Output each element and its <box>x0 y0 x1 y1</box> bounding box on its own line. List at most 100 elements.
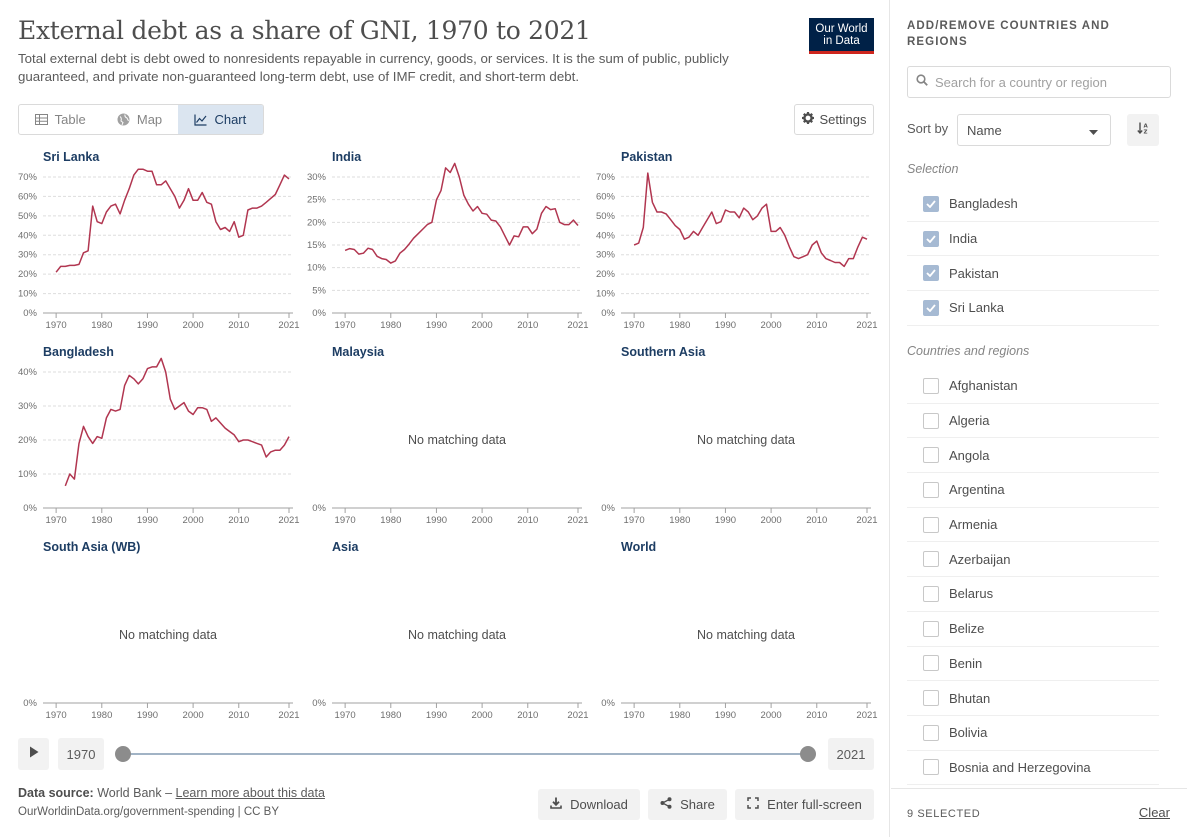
data-source: Data source: World Bank – Learn more abo… <box>18 786 325 800</box>
checkbox[interactable] <box>923 412 939 429</box>
entity-item[interactable]: Azerbaijan <box>907 542 1159 578</box>
clear-button[interactable]: Clear <box>1138 805 1170 820</box>
tab-map[interactable]: Map <box>101 105 177 134</box>
timeline-track[interactable] <box>123 753 808 755</box>
checkbox-checked[interactable] <box>923 299 939 316</box>
logo-line-1: Our World <box>815 23 868 35</box>
download-button[interactable]: Download <box>538 789 640 820</box>
entity-label: Bangladesh <box>949 196 1018 212</box>
y-tick-label: 0% <box>601 698 615 709</box>
y-tick-label: 0% <box>312 698 326 709</box>
settings-label: Settings <box>819 112 867 127</box>
source-url: OurWorldinData.org/government-spending |… <box>18 806 280 818</box>
y-tick-label: 10% <box>18 289 38 300</box>
panel-title: Bangladesh <box>43 345 114 359</box>
x-tick-label: 2010 <box>228 710 249 721</box>
expand-icon <box>747 797 759 812</box>
entity-item[interactable]: Bosnia and Herzegovina <box>907 751 1159 786</box>
play-button[interactable] <box>18 738 49 770</box>
x-tick-label: 2021 <box>567 710 588 721</box>
settings-button[interactable]: Settings <box>794 104 874 135</box>
checkbox-checked[interactable] <box>923 230 939 247</box>
search-input[interactable] <box>935 74 1155 90</box>
x-tick-label: 2010 <box>806 515 827 526</box>
country-search[interactable] <box>907 66 1171 98</box>
entity-item[interactable]: Algeria <box>907 404 1159 439</box>
checkbox[interactable] <box>923 690 939 707</box>
x-tick-label: 1990 <box>426 515 447 526</box>
download-label: Download <box>570 797 628 812</box>
entity-item[interactable]: Bangladesh <box>907 187 1159 222</box>
x-tick-label: 2010 <box>806 320 827 331</box>
timeline-end-handle[interactable] <box>800 746 816 762</box>
sort-dropdown[interactable]: Name <box>957 114 1111 146</box>
checkbox[interactable] <box>923 655 939 672</box>
series-line <box>344 162 579 264</box>
x-tick-label: 2000 <box>472 515 493 526</box>
page-title: External debt as a share of GNI, 1970 to… <box>18 16 591 45</box>
y-tick-label: 10% <box>18 469 38 480</box>
checkbox[interactable] <box>923 759 939 776</box>
tab-table[interactable]: Table <box>19 105 101 134</box>
entity-label: Pakistan <box>949 265 999 281</box>
checkbox[interactable] <box>923 447 939 464</box>
panel-title: World <box>621 540 656 554</box>
checkbox[interactable] <box>923 551 939 568</box>
y-tick-label: 40% <box>596 230 616 241</box>
y-tick-label: 20% <box>596 269 616 280</box>
y-tick-label: 0% <box>312 308 326 319</box>
fullscreen-button[interactable]: Enter full-screen <box>735 789 874 820</box>
share-button[interactable]: Share <box>648 789 727 820</box>
x-tick-label: 1990 <box>715 515 736 526</box>
y-tick-label: 30% <box>18 401 38 412</box>
entity-item[interactable]: Afghanistan <box>907 369 1159 404</box>
x-tick-label: 1970 <box>46 515 67 526</box>
x-tick-label: 1990 <box>137 320 158 331</box>
panel-title: Sri Lanka <box>43 150 100 164</box>
source-separator: – <box>165 786 173 800</box>
checkbox[interactable] <box>923 724 939 741</box>
x-tick-label: 2010 <box>228 515 249 526</box>
timeline: 1970 2021 <box>18 738 874 770</box>
globe-icon <box>117 113 130 126</box>
checkbox[interactable] <box>923 620 939 637</box>
entity-item[interactable]: Pakistan <box>907 256 1159 292</box>
sort-label: Sort by <box>907 121 949 136</box>
timeline-start-handle[interactable] <box>115 746 131 762</box>
checkbox-checked[interactable] <box>923 265 939 282</box>
checkbox[interactable] <box>923 585 939 602</box>
entity-item[interactable]: Sri Lanka <box>907 291 1159 326</box>
svg-text:Z: Z <box>1143 130 1147 135</box>
y-tick-label: 30% <box>596 250 616 261</box>
y-tick-label: 20% <box>18 269 38 280</box>
entity-item[interactable]: Belize <box>907 612 1159 647</box>
x-tick-label: 1970 <box>335 320 356 331</box>
entity-item[interactable]: Angola <box>907 438 1159 474</box>
entity-item[interactable]: Armenia <box>907 508 1159 543</box>
tab-chart[interactable]: Chart <box>177 105 263 134</box>
learn-more-link[interactable]: Learn more about this data <box>175 786 325 800</box>
entity-label: Algeria <box>949 413 990 429</box>
entity-label: Sri Lanka <box>949 300 1004 316</box>
y-tick-label: 5% <box>312 285 326 296</box>
entity-item[interactable]: Argentina <box>907 473 1159 508</box>
checkbox[interactable] <box>923 516 939 533</box>
checkbox[interactable] <box>923 377 939 394</box>
checkbox[interactable] <box>923 481 939 498</box>
y-tick-label: 0% <box>23 503 37 514</box>
checkbox-checked[interactable] <box>923 195 939 212</box>
y-tick-label: 20% <box>18 435 38 446</box>
x-tick-label: 1980 <box>91 515 112 526</box>
owid-logo[interactable]: Our World in Data <box>809 18 874 54</box>
x-tick-label: 1980 <box>91 320 112 331</box>
search-icon <box>916 73 928 91</box>
x-tick-label: 1980 <box>669 710 690 721</box>
no-data-label: No matching data <box>408 433 506 447</box>
sort-value: Name <box>967 122 1002 138</box>
entity-item[interactable]: India <box>907 222 1159 257</box>
entity-item[interactable]: Bhutan <box>907 681 1159 716</box>
entity-item[interactable]: Benin <box>907 647 1159 682</box>
entity-item[interactable]: Bolivia <box>907 716 1159 751</box>
entity-item[interactable]: Belarus <box>907 577 1159 612</box>
